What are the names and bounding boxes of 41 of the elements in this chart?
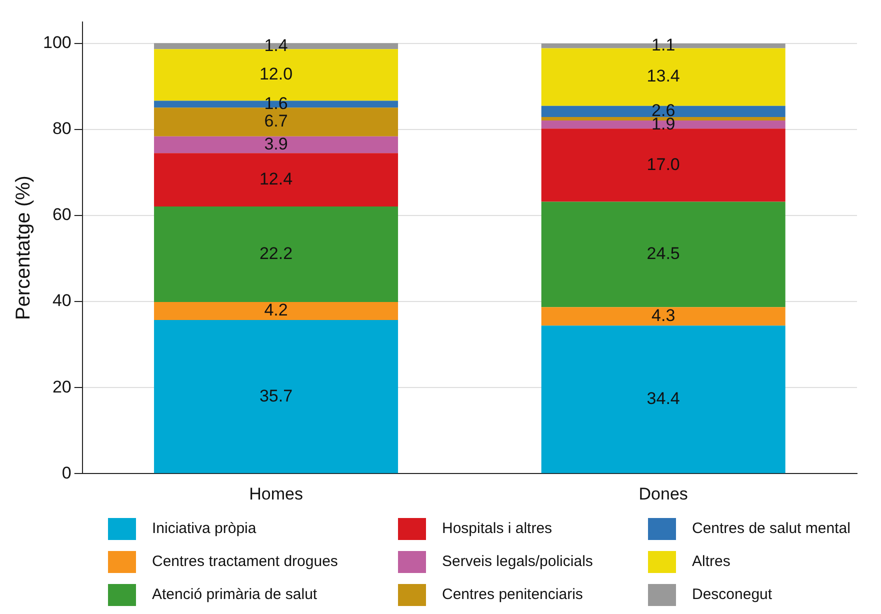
- data-label: 24.5: [646, 244, 680, 264]
- legend-label: Altres: [692, 553, 730, 570]
- bar: [541, 326, 786, 474]
- bar: [154, 153, 398, 207]
- y-tick-label: 40: [52, 291, 72, 310]
- y-tick-label: 80: [52, 119, 72, 138]
- data-label: 4.3: [652, 306, 676, 326]
- bar: [154, 136, 398, 154]
- data-label: 4.2: [264, 300, 288, 320]
- data-label: 12.0: [259, 64, 293, 84]
- data-label: 6.7: [264, 112, 288, 131]
- bar: [541, 106, 786, 118]
- bar: [541, 307, 786, 326]
- legend-label: Iniciativa pròpia: [152, 520, 256, 537]
- legend-label: Serveis legals/policials: [442, 553, 593, 570]
- y-tick-label: 60: [52, 205, 72, 224]
- data-label: 35.7: [259, 386, 293, 406]
- data-label: 17.0: [646, 154, 680, 174]
- legend-label: Atenció primària de salut: [152, 586, 318, 603]
- data-label: 12.4: [259, 170, 293, 189]
- data-label: 22.2: [259, 244, 293, 263]
- bar: [154, 320, 398, 474]
- data-label: 13.4: [646, 66, 680, 86]
- y-tick-label: 0: [62, 463, 72, 482]
- legend-label: Hospitals i altres: [442, 520, 552, 537]
- x-tick-label: Homes: [249, 484, 303, 504]
- x-tick-label: Dones: [638, 484, 688, 504]
- data-label: 3.9: [264, 134, 288, 154]
- bar: [541, 202, 786, 308]
- bar: [154, 206, 398, 302]
- data-label: 34.4: [646, 389, 680, 408]
- bar: [154, 108, 398, 136]
- bar: [541, 128, 786, 202]
- legend-label: Centres tractament drogues: [152, 553, 338, 570]
- legend-label: Centres de salut mental: [692, 520, 850, 537]
- y-tick-label: 100: [42, 33, 72, 52]
- legend-label: Desconegut: [692, 586, 772, 603]
- y-axis-title: Percentatge (%): [12, 176, 35, 320]
- legend-label: Centres penitenciaris: [442, 586, 583, 603]
- bar: [154, 302, 398, 320]
- y-tick-label: 20: [52, 377, 72, 396]
